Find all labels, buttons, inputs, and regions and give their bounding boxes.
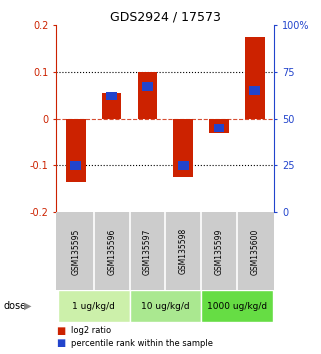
Text: ■: ■ [56, 338, 65, 348]
Title: GDS2924 / 17573: GDS2924 / 17573 [110, 11, 221, 24]
Bar [173, 119, 193, 177]
Bar [58, 290, 130, 322]
Bar [106, 92, 117, 100]
Text: GSM135597: GSM135597 [143, 228, 152, 275]
Bar [138, 72, 157, 119]
Bar [70, 161, 81, 170]
Bar [66, 119, 86, 182]
Bar [201, 290, 273, 322]
Text: GSM135598: GSM135598 [179, 228, 188, 274]
Text: GSM135600: GSM135600 [250, 228, 259, 275]
Text: GSM135596: GSM135596 [107, 228, 116, 275]
Bar [102, 93, 121, 119]
Bar [209, 119, 229, 133]
Text: log2 ratio: log2 ratio [71, 326, 111, 335]
Text: ▶: ▶ [24, 301, 31, 311]
Bar [178, 161, 189, 170]
Bar [213, 124, 224, 132]
Bar [130, 290, 201, 322]
Bar [249, 86, 260, 95]
Text: ■: ■ [56, 326, 65, 336]
Bar [245, 36, 265, 119]
Text: GSM135595: GSM135595 [71, 228, 80, 275]
Text: percentile rank within the sample: percentile rank within the sample [71, 339, 213, 348]
Text: 10 ug/kg/d: 10 ug/kg/d [141, 302, 190, 311]
Text: 1 ug/kg/d: 1 ug/kg/d [72, 302, 115, 311]
Text: dose: dose [3, 301, 26, 311]
Text: 1000 ug/kg/d: 1000 ug/kg/d [207, 302, 267, 311]
Text: GSM135599: GSM135599 [214, 228, 223, 275]
Bar [142, 82, 153, 91]
